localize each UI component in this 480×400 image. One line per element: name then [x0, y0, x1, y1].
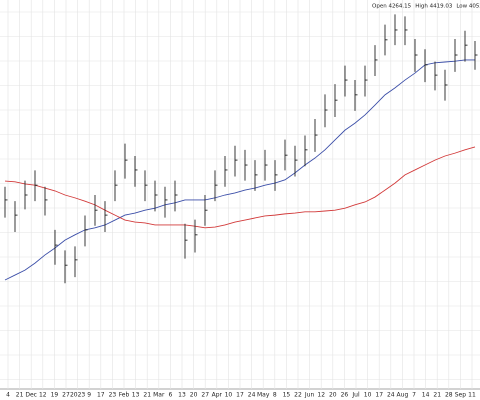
x-tick-label: May — [257, 392, 270, 399]
x-tick-label: 9 — [87, 392, 91, 399]
x-tick-label: 15 — [283, 392, 291, 399]
x-tick-label: Dec — [25, 392, 37, 399]
x-tick-label: Feb — [119, 392, 130, 399]
x-tick-label: 12 — [39, 392, 47, 399]
x-tick-label: 27 — [62, 392, 70, 399]
header-text: Open 4264.15 — [372, 4, 412, 10]
x-tick-label: Jul — [351, 392, 360, 399]
x-tick-label: Sep — [455, 392, 467, 399]
x-tick-label: Apr — [212, 392, 223, 399]
x-tick-label: 20 — [190, 392, 198, 399]
x-tick-label: 2023 — [70, 392, 85, 399]
x-tick-label: 7 — [412, 392, 416, 399]
x-tick-label: 27 — [201, 392, 209, 399]
header-text: Low 4052.34 — [456, 4, 480, 10]
x-tick-label: 13 — [132, 392, 140, 399]
x-tick-label: 28 — [445, 392, 453, 399]
x-tick-label: 10 — [225, 392, 233, 399]
x-tick-label: 14 — [422, 392, 430, 399]
x-tick-label: 8 — [273, 392, 277, 399]
x-tick-label: 17 — [236, 392, 244, 399]
x-tick-label: 12 — [317, 392, 325, 399]
x-tick-label: 6 — [168, 392, 172, 399]
x-tick-label: 22 — [294, 392, 302, 399]
header-text: High 4419.03 — [415, 4, 453, 10]
x-tick-label: 20 — [329, 392, 337, 399]
x-tick-label: 10 — [364, 392, 372, 399]
x-tick-label: 17 — [375, 392, 383, 399]
moving-average — [4, 59, 475, 281]
x-tick-label: 13 — [178, 392, 186, 399]
x-tick-label: 21 — [433, 392, 441, 399]
x-tick-label: 23 — [109, 392, 117, 399]
x-tick-label: 24 — [387, 392, 395, 399]
x-tick-label: 21 — [16, 392, 24, 399]
x-tick-label: 4 — [6, 392, 10, 399]
x-tick-label: 21 — [143, 392, 151, 399]
x-tick-label: 24 — [248, 392, 256, 399]
x-tick-label: Aug — [397, 392, 409, 399]
x-tick-label: 19 — [51, 392, 59, 399]
x-tick-label: Mar — [153, 392, 165, 399]
x-tick-label: Jun — [304, 392, 315, 399]
moving-average — [4, 146, 476, 229]
x-tick-label: 11 — [468, 392, 476, 399]
x-tick-label: 26 — [341, 392, 349, 399]
x-tick-label: 17 — [97, 392, 105, 399]
